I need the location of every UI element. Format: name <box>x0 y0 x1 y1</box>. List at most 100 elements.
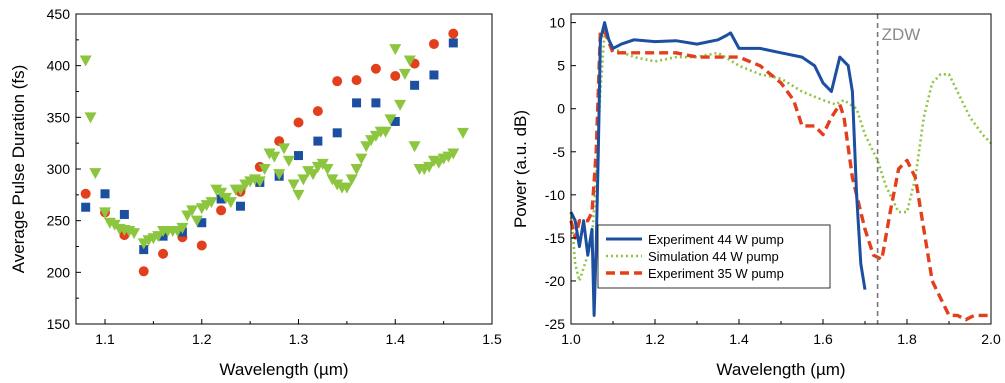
data-point-circle <box>312 106 323 117</box>
right-y-tick-label: -15 <box>545 230 565 246</box>
data-point-circle <box>428 38 439 49</box>
data-point-triangle <box>297 174 310 186</box>
data-point-triangle <box>273 169 286 181</box>
data-point-triangle <box>210 184 223 196</box>
data-point-triangle <box>345 174 358 186</box>
left-y-tick-label: 250 <box>47 213 71 229</box>
left-y-ticks: 150 200 250 300 350 400 450 <box>47 6 81 332</box>
data-point-square <box>197 218 207 228</box>
data-point-square <box>294 151 304 161</box>
data-point-square <box>235 201 245 211</box>
data-point-square <box>313 136 323 146</box>
left-x-tick-label: 1.2 <box>192 331 212 347</box>
legend-label-experiment-35w: Experiment 35 W pump <box>648 266 784 281</box>
data-point-circle <box>158 248 169 259</box>
data-point-triangle <box>331 179 344 191</box>
data-point-square <box>371 98 381 108</box>
legend-label-simulation-44w: Simulation 44 W pump <box>648 249 779 264</box>
left-y-axis-label: Average Pulse Duration (fs) <box>9 65 28 274</box>
data-point-triangle <box>350 164 363 175</box>
right-x-tick-label: 1.0 <box>561 331 581 347</box>
series-line-solid <box>569 21 867 317</box>
data-point-triangle <box>89 168 102 180</box>
data-point-circle <box>390 71 401 81</box>
data-point-circle <box>448 28 459 39</box>
left-x-axis-label: Wavelength (µm) <box>219 360 348 379</box>
left-x-tick-label: 1.1 <box>95 331 115 347</box>
right-y-tick-label: 10 <box>549 15 565 31</box>
data-point-triangle <box>128 228 141 240</box>
data-point-triangle <box>181 210 194 222</box>
left-y-tick-label: 400 <box>47 58 71 74</box>
legend-label-experiment-44w: Experiment 44 W pump <box>648 232 784 247</box>
data-point-triangle <box>190 215 203 227</box>
data-point-triangle <box>176 222 189 234</box>
right-y-tick-label: 0 <box>557 101 565 117</box>
data-point-triangle <box>224 197 237 209</box>
data-point-square <box>100 189 110 199</box>
left-y-tick-label: 200 <box>47 264 71 280</box>
data-point-square <box>352 98 362 108</box>
data-point-triangle <box>398 68 411 80</box>
data-point-triangle <box>258 164 271 175</box>
data-point-triangle <box>152 231 165 243</box>
data-point-circle <box>332 76 343 87</box>
right-chart-power-spectrum: ZDW 1.0 1.2 1.4 1.6 1.8 2.0 10 5 0 -5 -10 -15 -20 -2… <box>511 13 1001 379</box>
data-point-triangle <box>355 153 368 165</box>
data-point-triangle <box>268 151 281 163</box>
left-x-tick-label: 1.4 <box>386 331 406 347</box>
data-point-triangle <box>379 126 392 138</box>
data-point-triangle <box>99 207 112 219</box>
right-plot-area <box>569 21 992 322</box>
data-point-triangle <box>340 182 353 194</box>
data-point-triangle <box>282 155 295 167</box>
data-point-square <box>81 202 91 212</box>
data-point-triangle <box>205 197 218 209</box>
data-point-triangle <box>307 169 320 181</box>
right-y-tick-label: -25 <box>545 316 565 332</box>
right-y-ticks: 10 5 0 -5 -10 -15 -20 -25 <box>545 15 576 332</box>
data-point-triangle <box>263 148 276 160</box>
right-x-tick-label: 2.0 <box>981 331 1001 347</box>
data-point-triangle <box>287 179 300 191</box>
right-y-tick-label: -10 <box>545 187 565 203</box>
data-point-triangle <box>278 143 290 155</box>
data-point-square <box>390 116 400 126</box>
data-point-circle <box>351 75 362 86</box>
data-point-square <box>429 70 439 80</box>
zdw-annotation: ZDW <box>882 25 921 44</box>
data-point-circle <box>370 63 381 74</box>
right-x-ticks: 1.0 1.2 1.4 1.6 1.8 2.0 <box>561 319 1001 347</box>
data-point-circle <box>293 117 304 128</box>
data-point-triangle <box>321 164 334 175</box>
right-x-tick-label: 1.2 <box>645 331 665 347</box>
data-point-triangle <box>408 141 421 153</box>
right-legend: Experiment 44 W pump Simulation 44 W pum… <box>597 224 831 289</box>
data-point-triangle <box>447 148 460 160</box>
data-point-triangle <box>234 184 247 196</box>
data-point-square <box>139 245 149 255</box>
data-point-square <box>332 128 342 138</box>
data-point-triangle <box>403 55 416 67</box>
right-y-tick-label: -5 <box>553 144 566 160</box>
left-y-tick-label: 450 <box>47 6 71 22</box>
left-x-ticks: 1.1 1.2 1.3 1.4 1.5 <box>95 319 502 347</box>
data-point-triangle <box>79 55 92 67</box>
right-y-tick-label: 5 <box>557 58 565 74</box>
left-y-tick-label: 350 <box>47 109 71 125</box>
right-x-axis-label: Wavelength (µm) <box>716 360 845 379</box>
left-x-tick-label: 1.5 <box>482 331 502 347</box>
data-point-triangle <box>456 127 469 139</box>
data-point-triangle <box>253 176 266 188</box>
data-point-circle <box>216 205 227 216</box>
data-point-triangle <box>389 44 402 56</box>
series-line-dashed <box>569 29 991 322</box>
right-y-tick-label: -20 <box>545 273 565 289</box>
data-point-circle <box>196 240 207 251</box>
data-point-triangle <box>394 99 407 111</box>
right-y-axis-label: Power (a.u. dB) <box>511 110 530 228</box>
data-point-square <box>119 209 129 219</box>
data-point-triangle <box>302 166 315 178</box>
data-point-triangle <box>423 161 436 173</box>
